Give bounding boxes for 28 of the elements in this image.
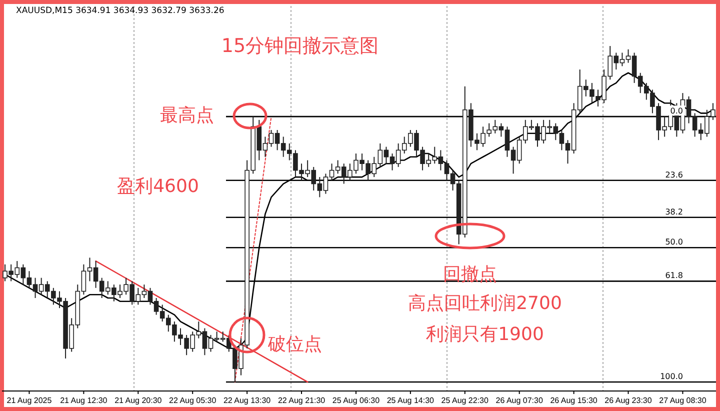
annotation: 利润只有1900	[426, 324, 544, 345]
annotation: 最高点	[160, 105, 214, 126]
x-tick-label: 25 Aug 14:30	[386, 396, 435, 405]
x-tick-label: 25 Aug 22:30	[441, 396, 490, 405]
x-tick-label: 21 Aug 20:30	[114, 396, 162, 405]
x-tick-label: 21 Aug 2025	[6, 396, 52, 405]
level-label: 23.6	[664, 169, 685, 180]
x-tick-label: 26 Aug 15:30	[550, 396, 598, 405]
level-label: 61.8	[664, 270, 685, 280]
level-label: 0.0	[664, 106, 685, 116]
annotation: 0.0	[670, 106, 683, 116]
x-tick-label: 21 Aug 12:30	[60, 396, 108, 405]
x-tick-label: 27 Aug 08:30	[659, 396, 707, 405]
level-label: 50.0	[664, 236, 685, 247]
level-label: 100.0	[660, 371, 685, 381]
x-tick-label: 22 Aug 13:30	[223, 396, 272, 405]
chart-subtitle: XAUUSD,M15 3634.91 3634.93 3632.79 3633.26	[16, 6, 224, 16]
level-label: 38.2	[664, 206, 685, 216]
annotation: 破位点	[267, 334, 322, 355]
x-tick-label: 22 Aug 05:30	[169, 396, 217, 405]
annotation: 高点回吐利润2700	[408, 293, 562, 314]
x-tick-label: 26 Aug 23:30	[604, 396, 652, 405]
annotation: 回撤点	[443, 264, 497, 285]
chart-title: 15分钟回撤示意图	[221, 35, 379, 57]
x-tick-label: 22 Aug 21:30	[278, 396, 326, 405]
x-tick-label: 26 Aug 07:30	[496, 396, 544, 405]
x-tick-label: 25 Aug 06:30	[332, 396, 380, 405]
annotation: 盈利4600	[117, 176, 199, 197]
